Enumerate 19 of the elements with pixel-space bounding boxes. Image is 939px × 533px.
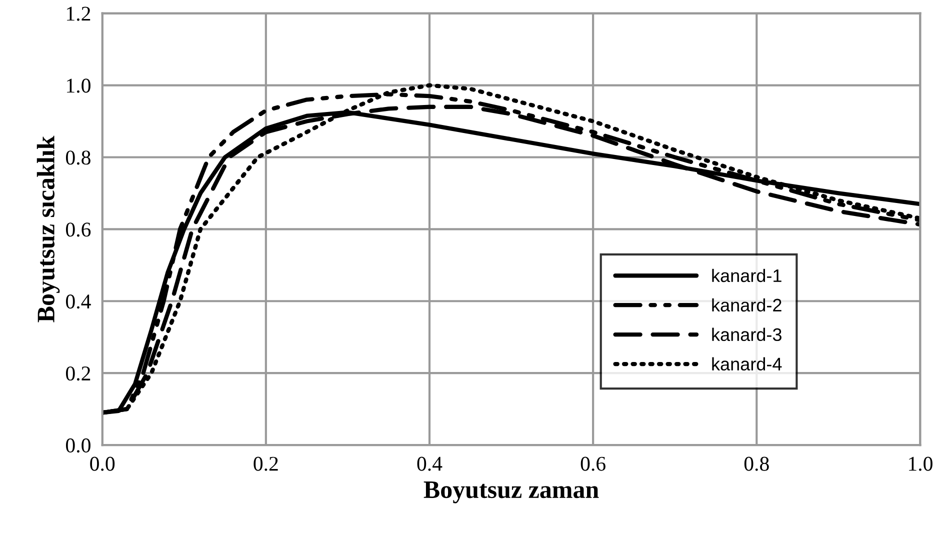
y-tick-label: 0.6 (66, 222, 91, 237)
x-axis-title: Boyutsuz zaman (424, 482, 599, 504)
x-tick-label: 0.0 (90, 456, 115, 471)
y-tick-label: 0.8 (66, 150, 90, 165)
y-tick-label: 0.2 (66, 366, 90, 381)
y-axis-title: Boyutsuz sıcaklık (36, 136, 60, 322)
legend-label: kanard-3 (712, 328, 782, 342)
x-tick-label: 0.4 (417, 456, 442, 471)
x-tick-label: 1.0 (909, 456, 932, 471)
y-tick-label: 0.4 (66, 294, 91, 309)
x-tick-label: 0.6 (580, 456, 606, 471)
x-tick-label: 0.8 (744, 456, 769, 471)
legend-label: kanard-2 (712, 298, 782, 312)
y-tick-label: 0.0 (66, 438, 90, 453)
x-tick-label: 0.2 (254, 456, 278, 471)
legend-label: kanard-4 (712, 357, 782, 371)
legend-label: kanard-1 (712, 268, 782, 282)
y-tick-label: 1.2 (67, 6, 90, 21)
y-tick-label: 1.0 (67, 78, 90, 93)
